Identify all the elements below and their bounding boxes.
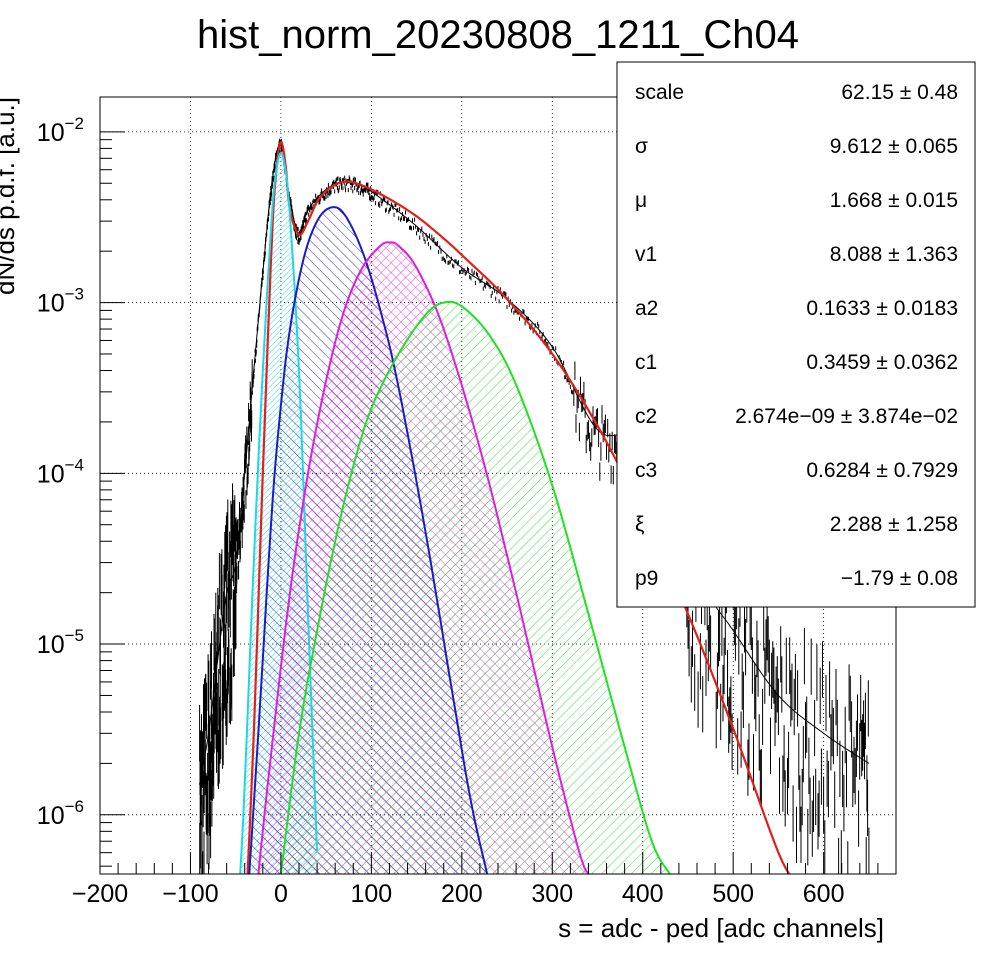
component-area [280, 301, 670, 874]
stat-value: 2.674e−09 ± 3.874e−02 [735, 405, 958, 428]
stat-value: 2.288 ± 1.258 [830, 513, 958, 536]
stat-value: −1.79 ± 0.08 [841, 567, 958, 590]
stat-name: μ [635, 189, 647, 212]
x-tick-label: 500 [712, 880, 754, 908]
y-tick-label: 10−3 [37, 285, 84, 318]
stat-value: 0.6284 ± 0.7929 [806, 459, 958, 482]
y-axis-label: dN/ds p.d.f. [a.u.] [0, 97, 20, 295]
stat-value: 0.1633 ± 0.0183 [806, 297, 958, 320]
x-tick-label: −100 [162, 880, 218, 908]
stat-value: 0.3459 ± 0.0362 [806, 351, 958, 374]
stat-value: 8.088 ± 1.363 [830, 243, 958, 266]
axis-ticks: −200 −100 0 100 200 300 400 500 600 10−6 10−5 10−4 1… [37, 114, 897, 908]
stat-value: 62.15 ± 0.48 [841, 81, 958, 104]
component-curve [248, 206, 489, 874]
x-tick-label: 400 [622, 880, 664, 908]
y-tick-label: 10−2 [37, 114, 84, 147]
x-tick-label: 0 [274, 880, 288, 908]
component-curve [239, 152, 319, 874]
stat-name: σ [635, 135, 648, 158]
x-tick-label: −200 [72, 880, 128, 908]
stat-value: 1.668 ± 0.015 [830, 189, 958, 212]
fit-curves [239, 140, 791, 874]
x-tick-label: 300 [531, 880, 573, 908]
component-curve [257, 241, 590, 874]
stat-name: c3 [635, 459, 657, 482]
stat-name: c1 [635, 351, 657, 374]
y-tick-label: 10−6 [37, 797, 84, 830]
component-fills [240, 153, 670, 874]
stat-name: scale [635, 81, 684, 104]
stat-value: 9.612 ± 0.065 [830, 135, 958, 158]
x-tick-label: 200 [441, 880, 483, 908]
stat-name: c2 [635, 405, 657, 428]
x-tick-label: 100 [351, 880, 393, 908]
component-curve [279, 300, 671, 874]
stats-box-frame [616, 61, 976, 608]
y-tick-label: 10−5 [37, 626, 84, 659]
stat-name: a2 [635, 297, 658, 320]
fit-stats-box: scale 62.15 ± 0.48 σ 9.612 ± 0.065 μ 1.668 ± … [616, 61, 976, 608]
x-tick-label: 600 [803, 880, 845, 908]
chart-title: hist_norm_20230808_1211_Ch04 [197, 13, 799, 57]
stat-name: p9 [635, 567, 658, 590]
y-tick-label: 10−4 [37, 455, 84, 488]
stat-name: v1 [635, 243, 657, 266]
stat-name: ξ [635, 513, 644, 536]
x-axis-label: s = adc - ped [adc channels] [558, 913, 884, 943]
